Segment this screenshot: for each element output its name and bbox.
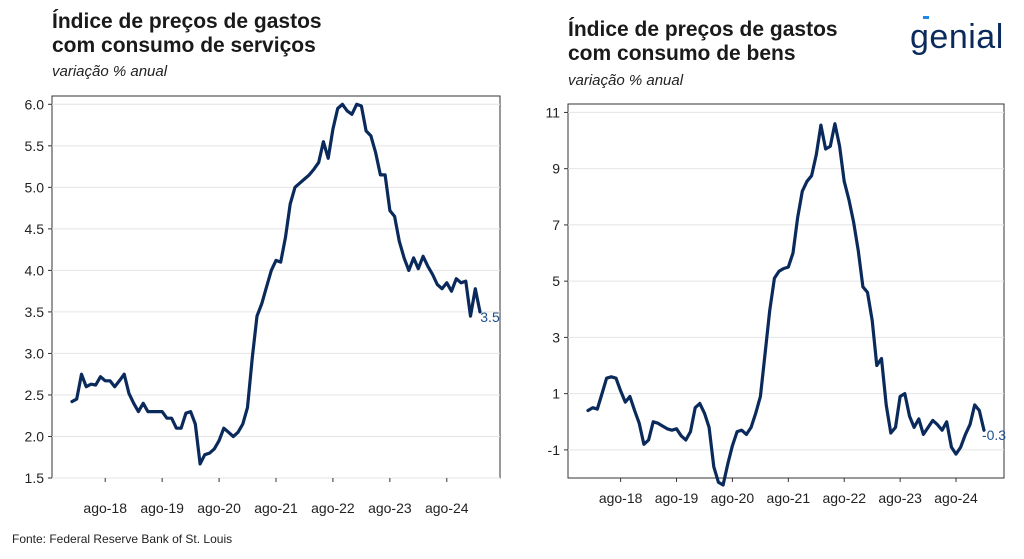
source-note: Fonte: Federal Reserve Bank of St. Louis <box>12 532 233 546</box>
chart1-title: Índice de preços de gastos com consumo d… <box>52 10 322 58</box>
chart1-ytick-label: 5.5 <box>25 138 45 154</box>
chart2-title: Índice de preços de gastos com consumo d… <box>568 18 838 66</box>
chart2-subtitle: variação % anual <box>568 72 684 89</box>
chart1-xtick-label: ago-19 <box>140 500 184 516</box>
genial-logo-accent <box>923 16 929 19</box>
chart2-ytick-label: -1 <box>548 442 561 458</box>
chart1-title-line2: com consumo de serviços <box>52 34 316 57</box>
chart2-ytick-label: 3 <box>552 329 560 345</box>
chart2-xtick-label: ago-22 <box>822 490 866 506</box>
chart1-ytick-label: 1.5 <box>25 470 45 486</box>
chart2-title-line1: Índice de preços de gastos <box>568 18 838 41</box>
genial-logo: genial <box>910 18 1004 56</box>
chart1-frame <box>51 95 501 479</box>
chart1-series-line <box>70 102 482 466</box>
chart2-xtick-label: ago-19 <box>655 490 699 506</box>
chart1-xtick-label: ago-23 <box>368 500 412 516</box>
chart2-xtick-label: ago-23 <box>878 490 922 506</box>
chart1-xtick-label: ago-21 <box>254 500 298 516</box>
chart2-ytick-label: 11 <box>545 104 560 120</box>
chart1-xtick-label: ago-24 <box>425 500 469 516</box>
chart2-ytick-label: 1 <box>552 386 560 402</box>
chart1-last-value-label: 3.5 <box>480 309 500 325</box>
chart1-ytick-label: 2.0 <box>25 428 45 444</box>
chart1-ytick-label: 2.5 <box>25 387 45 403</box>
chart1-xtick-label: ago-18 <box>83 500 127 516</box>
chart2-ytick-label: 5 <box>552 273 560 289</box>
chart1-xtick-label: ago-20 <box>197 500 241 516</box>
chart1-ytick-label: 5.0 <box>25 179 45 195</box>
chart2-series-line <box>586 122 986 487</box>
chart1-ytick-label: 3.5 <box>25 304 45 320</box>
chart1-xtick-label: ago-22 <box>311 500 355 516</box>
chart1-ytick-label: 6.0 <box>25 96 45 112</box>
chart2-xtick-label: ago-21 <box>767 490 811 506</box>
chart2-xtick-label: ago-24 <box>934 490 978 506</box>
chart2-last-value-label: -0.3 <box>982 427 1006 443</box>
chart2-frame <box>567 103 1005 479</box>
chart1-subtitle: variação % anual <box>52 63 168 80</box>
chart2-ytick-label: 9 <box>552 161 560 177</box>
chart2-xtick-label: ago-18 <box>599 490 643 506</box>
chart2-xtick-label: ago-20 <box>711 490 755 506</box>
chart2-ytick-label: 7 <box>552 217 560 233</box>
chart1-ytick-label: 4.5 <box>25 221 45 237</box>
chart1-ytick-label: 4.0 <box>25 262 45 278</box>
chart1-ytick-label: 3.0 <box>25 345 45 361</box>
chart2-title-line2: com consumo de bens <box>568 42 796 65</box>
chart1-title-line1: Índice de preços de gastos <box>52 10 322 33</box>
